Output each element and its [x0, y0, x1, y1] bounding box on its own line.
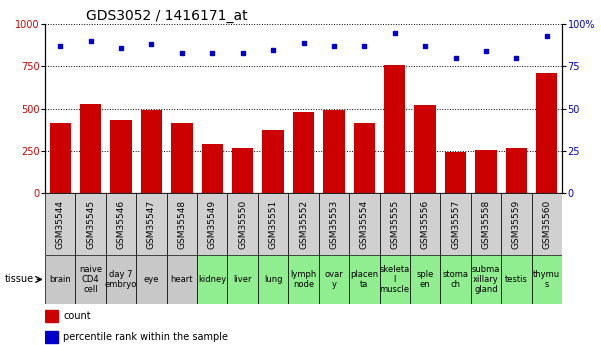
Bar: [531, 255, 562, 304]
Bar: [471, 255, 501, 304]
Bar: [111, 120, 132, 193]
Bar: [445, 152, 466, 193]
Text: tissue: tissue: [5, 275, 34, 284]
Bar: [228, 193, 258, 255]
Bar: [319, 193, 349, 255]
Text: lymph
node: lymph node: [290, 270, 317, 289]
Text: GSM35544: GSM35544: [56, 200, 65, 249]
Text: GSM35557: GSM35557: [451, 200, 460, 249]
Bar: [45, 193, 76, 255]
Bar: [410, 255, 441, 304]
Bar: [349, 193, 379, 255]
Text: GSM35559: GSM35559: [512, 200, 521, 249]
Bar: [80, 105, 102, 193]
Bar: [106, 255, 136, 304]
Text: GSM35550: GSM35550: [238, 200, 247, 249]
Text: brain: brain: [49, 275, 71, 284]
Text: GSM35546: GSM35546: [117, 200, 126, 249]
Bar: [475, 150, 496, 193]
Bar: [536, 73, 557, 193]
Text: GSM35547: GSM35547: [147, 200, 156, 249]
Bar: [353, 123, 375, 193]
Bar: [166, 255, 197, 304]
Text: ovar
y: ovar y: [325, 270, 343, 289]
Bar: [258, 193, 288, 255]
Bar: [197, 193, 228, 255]
Text: heart: heart: [171, 275, 193, 284]
Text: subma
xillary
gland: subma xillary gland: [472, 265, 500, 294]
Text: skeleta
l
muscle: skeleta l muscle: [380, 265, 410, 294]
Bar: [136, 193, 166, 255]
Text: sple
en: sple en: [416, 270, 434, 289]
Text: GSM35558: GSM35558: [481, 200, 490, 249]
Text: GSM35555: GSM35555: [390, 200, 399, 249]
Text: GSM35554: GSM35554: [360, 200, 369, 249]
Bar: [441, 193, 471, 255]
Bar: [228, 255, 258, 304]
Bar: [415, 105, 436, 193]
Bar: [410, 193, 441, 255]
Bar: [319, 255, 349, 304]
Text: kidney: kidney: [198, 275, 227, 284]
Bar: [501, 193, 531, 255]
Text: percentile rank within the sample: percentile rank within the sample: [63, 332, 228, 342]
Text: GSM35548: GSM35548: [177, 200, 186, 249]
Bar: [76, 255, 106, 304]
Bar: [166, 193, 197, 255]
Bar: [323, 110, 344, 193]
Bar: [501, 255, 531, 304]
Bar: [258, 255, 288, 304]
Bar: [50, 123, 71, 193]
Bar: [45, 331, 58, 343]
Text: GDS3052 / 1416171_at: GDS3052 / 1416171_at: [87, 9, 248, 23]
Bar: [384, 65, 405, 193]
Bar: [379, 255, 410, 304]
Text: eye: eye: [144, 275, 159, 284]
Text: day 7
embryо: day 7 embryо: [105, 270, 137, 289]
Text: GSM35549: GSM35549: [208, 200, 217, 249]
Bar: [45, 255, 76, 304]
Bar: [263, 130, 284, 193]
Text: placen
ta: placen ta: [350, 270, 379, 289]
Bar: [505, 148, 527, 193]
Bar: [441, 255, 471, 304]
Bar: [349, 255, 379, 304]
Text: thymu
s: thymu s: [533, 270, 560, 289]
Bar: [171, 123, 192, 193]
Bar: [76, 193, 106, 255]
Bar: [106, 193, 136, 255]
Bar: [45, 310, 58, 322]
Bar: [232, 148, 254, 193]
Bar: [202, 144, 223, 193]
Text: GSM35552: GSM35552: [299, 200, 308, 249]
Bar: [141, 109, 162, 193]
Bar: [288, 193, 319, 255]
Text: count: count: [63, 311, 91, 321]
Text: GSM35545: GSM35545: [86, 200, 95, 249]
Bar: [531, 193, 562, 255]
Text: testis: testis: [505, 275, 528, 284]
Bar: [288, 255, 319, 304]
Bar: [136, 255, 166, 304]
Bar: [379, 193, 410, 255]
Text: stoma
ch: stoma ch: [442, 270, 469, 289]
Text: lung: lung: [264, 275, 282, 284]
Text: GSM35553: GSM35553: [329, 200, 338, 249]
Bar: [471, 193, 501, 255]
Text: liver: liver: [233, 275, 252, 284]
Bar: [293, 112, 314, 193]
Text: GSM35560: GSM35560: [542, 200, 551, 249]
Text: naive
CD4
cell: naive CD4 cell: [79, 265, 102, 294]
Bar: [197, 255, 228, 304]
Text: GSM35551: GSM35551: [269, 200, 278, 249]
Text: GSM35556: GSM35556: [421, 200, 430, 249]
